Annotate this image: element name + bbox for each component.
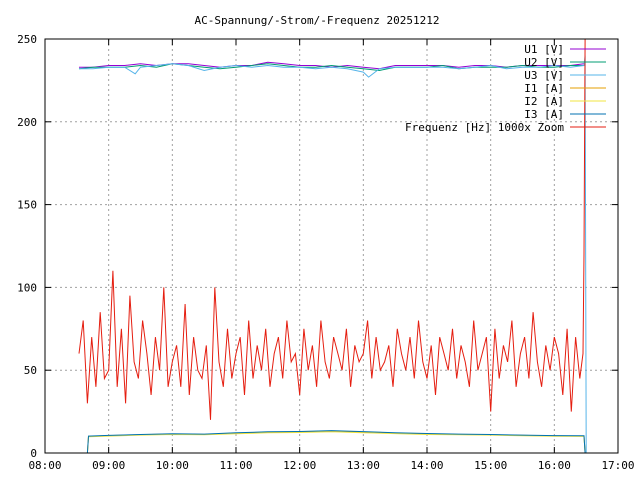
grid-layer [45, 39, 618, 453]
x-tick-label: 11:00 [219, 459, 252, 472]
x-tick-label: 17:00 [601, 459, 634, 472]
x-tick-label: 13:00 [347, 459, 380, 472]
series-line-i2-a [86, 431, 586, 454]
legend-label: U1 [V] [524, 43, 564, 56]
x-tick-label: 14:00 [410, 459, 443, 472]
legend-label: U3 [V] [524, 69, 564, 82]
y-tick-label: 50 [24, 364, 37, 377]
legend-label: U2 [V] [524, 56, 564, 69]
plot-frame [44, 38, 619, 454]
x-tick-label: 09:00 [92, 459, 125, 472]
y-tick-label: 200 [17, 116, 37, 129]
x-tick-label: 15:00 [474, 459, 507, 472]
series-line-u3-v [79, 55, 587, 454]
chart-title: AC-Spannung/-Strom/-Frequenz 20251212 [194, 14, 439, 27]
series-line-i3-a [86, 430, 586, 454]
y-tick-label: 0 [30, 447, 37, 460]
x-tick-label: 10:00 [156, 459, 189, 472]
legend-label: Frequenz [Hz] 1000x Zoom [405, 121, 564, 134]
legend-label: I3 [A] [524, 108, 564, 121]
legend-label: I1 [A] [524, 82, 564, 95]
series-line-frequenz-hz-1000x-zoom [78, 38, 586, 420]
legend: U1 [V]U2 [V]U3 [V]I1 [A]I2 [A]I3 [A]Freq… [405, 43, 606, 134]
y-tick-label: 250 [17, 33, 37, 46]
x-tick-label: 12:00 [283, 459, 316, 472]
legend-label: I2 [A] [524, 95, 564, 108]
axis-layer: 08:00 09:00 10:00 11:00 12:00 13:00 14:00 15:00… [17, 33, 634, 472]
x-tick-label: 08:00 [28, 459, 61, 472]
y-tick-label: 100 [17, 281, 37, 294]
series-layer [78, 38, 587, 454]
y-tick-label: 150 [17, 199, 37, 212]
x-tick-label: 16:00 [538, 459, 571, 472]
